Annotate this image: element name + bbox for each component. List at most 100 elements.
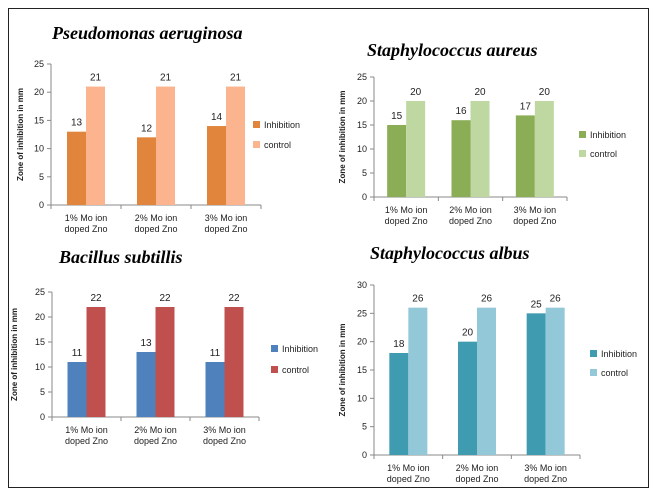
- data-label: 12: [141, 123, 153, 134]
- y-tick-label: 25: [35, 287, 45, 297]
- legend-swatch: [253, 141, 260, 148]
- x-tick-label: 3% Mo ion: [514, 205, 557, 215]
- bar-inhibition: [205, 362, 225, 417]
- x-tick-label: 1% Mo ion: [385, 205, 428, 215]
- chart-title: Staphylococcus albus: [370, 243, 530, 263]
- data-label: 18: [393, 339, 405, 350]
- y-tick-label: 20: [357, 337, 367, 347]
- data-label: 26: [481, 294, 493, 305]
- y-axis-label: Zone of inhibition in mm: [338, 324, 347, 417]
- data-label: 22: [228, 293, 240, 304]
- bar-control: [86, 86, 105, 205]
- y-tick-label: 10: [357, 144, 367, 154]
- x-tick-label: doped Zno: [385, 216, 428, 226]
- x-tick-label: doped Zno: [203, 436, 246, 446]
- legend-swatch: [271, 345, 278, 352]
- data-label: 13: [71, 118, 83, 129]
- bar-control: [477, 307, 496, 455]
- data-label: 21: [160, 73, 172, 84]
- bar-control: [155, 307, 175, 417]
- y-tick-label: 20: [357, 96, 367, 106]
- y-tick-label: 0: [40, 412, 45, 422]
- chart-staphylococcus-aureus: Staphylococcus aureus 0 5 10 15 20 25 Zone of …: [327, 9, 650, 249]
- data-label: 20: [410, 87, 422, 98]
- x-tick-label: 3% Mo ion: [205, 213, 248, 223]
- legend-label: control: [601, 368, 628, 378]
- x-tick-label: doped Zno: [449, 216, 492, 226]
- y-tick-label: 25: [357, 72, 367, 82]
- x-tick-label: 1% Mo ion: [65, 213, 108, 223]
- x-tick-label: 1% Mo ion: [65, 425, 108, 435]
- y-tick-label: 5: [40, 387, 45, 397]
- x-tick-label: doped Zno: [387, 474, 430, 484]
- data-label: 15: [391, 111, 403, 122]
- bar-chart-svg: 0 5 10 15 20 25 Zone of inhibition in mm 11 22 1%…: [10, 287, 318, 446]
- legend-label: Inhibition: [601, 349, 637, 359]
- bar-inhibition: [458, 341, 477, 455]
- y-tick-label: 15: [357, 365, 367, 375]
- y-tick-label: 0: [362, 450, 367, 460]
- y-tick-label: 10: [34, 144, 44, 154]
- data-label: 21: [230, 73, 242, 84]
- y-tick-label: 15: [357, 120, 367, 130]
- x-tick-label: 1% Mo ion: [387, 463, 430, 473]
- y-tick-label: 25: [357, 308, 367, 318]
- chart-bacillus-subtillis: Bacillus subtillis 0 5 10 15 20 25 Zone of inh…: [9, 247, 329, 477]
- legend-swatch: [579, 131, 586, 138]
- bar-control: [545, 307, 565, 455]
- data-label: 22: [90, 293, 102, 304]
- bar-control: [224, 307, 244, 417]
- y-tick-label: 5: [39, 172, 44, 182]
- bar-inhibition: [387, 125, 407, 197]
- x-tick-label: doped Zno: [204, 224, 247, 234]
- bar-inhibition: [526, 313, 546, 455]
- figure-frame: Pseudomonas aeruginosa 0 5 10 15 20 25 Zone of…: [8, 8, 649, 488]
- x-tick-label: 3% Mo ion: [524, 463, 567, 473]
- x-tick-label: doped Zno: [65, 436, 108, 446]
- bar-inhibition: [389, 353, 409, 455]
- x-tick-label: doped Zno: [455, 474, 498, 484]
- y-axis-label: Zone of inhibition in mm: [16, 88, 25, 181]
- legend-label: Inhibition: [282, 344, 318, 354]
- bar-control: [408, 307, 428, 455]
- y-tick-label: 0: [362, 192, 367, 202]
- bar-inhibition: [67, 131, 86, 205]
- legend-label: control: [590, 149, 617, 159]
- x-tick-label: doped Zno: [524, 474, 567, 484]
- x-tick-label: doped Zno: [134, 224, 177, 234]
- x-tick-label: 2% Mo ion: [134, 425, 177, 435]
- bar-inhibition: [451, 120, 471, 197]
- data-label: 20: [539, 87, 551, 98]
- data-label: 26: [550, 294, 562, 305]
- legend-swatch: [590, 369, 597, 376]
- y-tick-label: 30: [357, 280, 367, 290]
- bar-inhibition: [207, 126, 226, 205]
- y-tick-label: 5: [362, 422, 367, 432]
- data-label: 26: [412, 294, 424, 305]
- data-label: 11: [72, 348, 83, 359]
- bar-chart-svg: 0 5 10 15 20 25 Zone of inhibition in mm 13 21 1%…: [16, 59, 300, 234]
- x-tick-label: 2% Mo ion: [449, 205, 492, 215]
- x-tick-label: doped Zno: [134, 436, 177, 446]
- data-label: 22: [159, 293, 171, 304]
- bar-control: [406, 101, 426, 197]
- x-tick-label: 3% Mo ion: [203, 425, 246, 435]
- x-tick-label: 2% Mo ion: [456, 463, 499, 473]
- y-tick-label: 5: [362, 168, 367, 178]
- y-axis-label: Zone of inhibition in mm: [338, 91, 347, 184]
- data-label: 21: [90, 73, 102, 84]
- x-tick-label: doped Zno: [64, 224, 107, 234]
- bar-inhibition: [67, 362, 87, 417]
- legend-swatch: [590, 350, 597, 357]
- legend-label: Inhibition: [590, 130, 626, 140]
- data-label: 17: [520, 101, 532, 112]
- bar-control: [156, 86, 175, 205]
- chart-title: Staphylococcus aureus: [367, 40, 538, 60]
- legend-label: Inhibition: [264, 120, 300, 130]
- data-label: 11: [210, 348, 221, 359]
- data-label: 16: [455, 106, 467, 117]
- bar-control: [470, 101, 490, 197]
- chart-title: Bacillus subtillis: [59, 247, 183, 267]
- chart-staphylococcus-albus: Staphylococcus albus 0 5 10 15 20 25 30 Zone of…: [327, 241, 650, 484]
- data-label: 25: [531, 299, 543, 310]
